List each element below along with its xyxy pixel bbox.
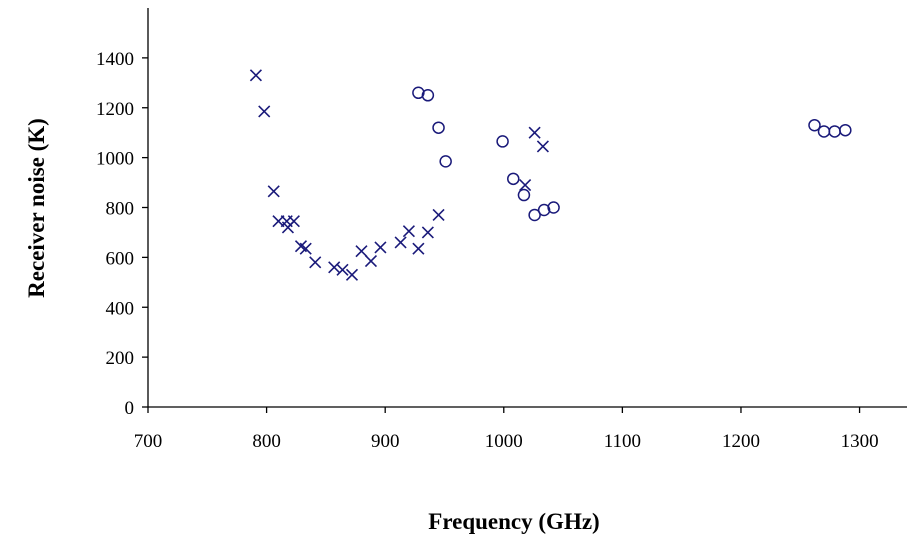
x-marker-point — [374, 241, 387, 254]
x-marker-point — [364, 255, 378, 268]
circle-marker-point — [439, 155, 452, 168]
x-tick-label: 700 — [134, 431, 163, 452]
x-marker-point — [402, 225, 415, 238]
circle-marker-point — [412, 86, 425, 100]
circle-marker-point — [839, 123, 852, 137]
circle-marker-point — [808, 118, 821, 132]
y-tick-label: 0 — [125, 398, 135, 419]
x-tick-label: 900 — [371, 431, 400, 452]
circle-marker-point — [507, 172, 520, 186]
x-marker-point — [309, 256, 322, 269]
circle-marker-point — [421, 89, 435, 102]
circle-marker-point — [432, 121, 445, 134]
x-tick-label: 1000 — [485, 431, 523, 452]
circle-marker-point — [517, 188, 531, 202]
x-marker-point — [287, 215, 300, 228]
x-marker-point — [432, 208, 445, 222]
x-marker-point — [328, 261, 341, 274]
circle-marker-point — [828, 125, 841, 138]
x-marker-point — [299, 242, 312, 255]
x-marker-point — [394, 236, 407, 249]
y-axis-ticks: 0 200 400 600 800 1000 1200 1400 — [96, 49, 148, 419]
x-axis-ticks: 700 800 900 1000 1100 1200 1300 — [134, 407, 879, 452]
axes — [147, 8, 907, 408]
y-axis-title: Receiver noise (K) — [24, 118, 49, 298]
circle-marker-point — [547, 201, 560, 214]
x-marker-point — [519, 178, 532, 192]
x-marker-point — [421, 226, 434, 239]
x-marker-point — [267, 185, 280, 198]
x-marker-point — [355, 245, 368, 258]
x-marker-point — [336, 263, 349, 276]
y-tick-label: 600 — [106, 248, 135, 269]
y-tick-label: 1200 — [96, 99, 134, 120]
x-marker-point — [345, 268, 359, 281]
y-tick-label: 1400 — [96, 49, 134, 70]
x-marker-point — [412, 242, 425, 255]
x-marker-point — [258, 105, 271, 118]
circle-marker-point — [496, 135, 509, 148]
circle-marker-point — [537, 203, 551, 217]
circle-marker-point — [817, 125, 831, 138]
x-marker-point — [528, 126, 541, 139]
x-marker-point — [536, 140, 549, 153]
data-markers — [249, 69, 852, 281]
y-tick-label: 1000 — [96, 149, 134, 170]
x-tick-label: 1100 — [604, 431, 641, 452]
x-axis-title: Frequency (GHz) — [428, 509, 599, 534]
x-marker-point — [249, 69, 262, 82]
x-tick-label: 800 — [252, 431, 281, 452]
circle-marker-point — [528, 208, 541, 222]
x-tick-label: 1300 — [841, 431, 879, 452]
y-tick-label: 200 — [106, 348, 135, 369]
y-tick-label: 400 — [106, 298, 135, 319]
x-tick-label: 1200 — [722, 431, 760, 452]
y-tick-label: 800 — [106, 199, 135, 220]
